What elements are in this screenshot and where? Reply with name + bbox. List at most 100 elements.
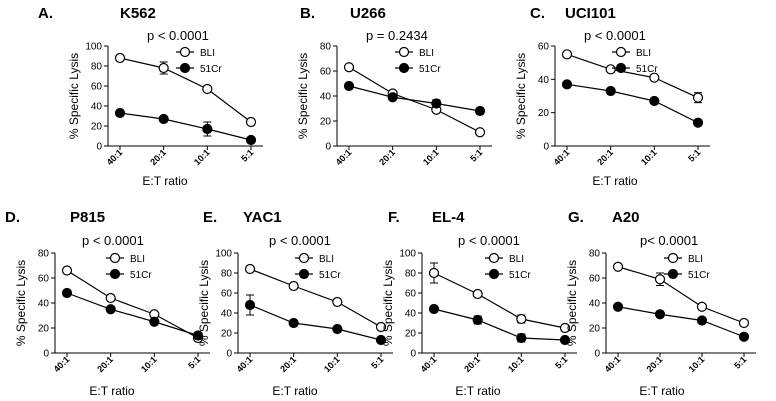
data-point-bli [332,296,343,308]
y-tick-label: 20 [91,122,103,133]
panel-title: K562 [120,5,156,22]
series-line-51cr [433,308,566,341]
legend-label-51cr: 51Cr [688,270,710,281]
x-axis-label: E:T ratio [639,384,684,398]
panel-letter: F. [388,209,400,226]
y-tick-label: 0 [226,349,232,360]
legend-marker-bli [179,46,191,58]
y-tick-label: 40 [320,92,332,103]
data-point-51cr [654,309,666,320]
y-tick-label: 60 [589,274,601,285]
data-point-bli [649,72,660,83]
panel-title: U266 [350,5,386,22]
x-tick-label: 20:1 [148,147,168,167]
data-point-bli [428,267,440,279]
x-axis-label: E:T ratio [142,174,187,188]
y-tick-label: 80 [221,269,233,280]
y-tick-label: 60 [221,289,233,300]
legend-label-51cr: 51Cr [419,64,441,75]
series-line-bli [617,266,745,324]
y-tick-label: 60 [405,289,417,300]
panel-letter: E. [203,209,217,226]
p-value: p < 0.0001 [147,28,209,43]
data-point-51cr [192,330,204,341]
series-line-51cr [566,83,699,124]
x-tick-label: 5:1 [369,354,385,370]
y-tick-label: 0 [43,349,49,360]
data-point-51cr [605,85,616,97]
legend-marker-bli [615,46,627,58]
y-tick-label: 0 [543,142,549,153]
y-tick-label: 20 [221,329,233,340]
x-tick-label: 10:1 [687,354,707,374]
y-tick-label: 100 [215,249,232,260]
legend-marker-51cr [109,268,121,280]
data-point-bli [375,321,387,333]
data-point-51cr [61,287,73,299]
panel-letter: D. [5,209,20,226]
y-tick-label: 40 [38,299,50,310]
data-point-bli [474,127,486,138]
legend-label-bli: BLI [200,48,215,59]
series-line-bli [249,268,382,328]
y-tick-label: 20 [320,117,332,128]
panel-letter: C. [530,5,545,22]
y-tick-label: 0 [594,349,600,360]
p-value: p< 0.0001 [640,233,698,248]
legend-label-bli: BLI [688,254,703,265]
y-tick-label: 40 [538,75,550,86]
y-tick-label: 40 [589,299,601,310]
data-point-bli [105,292,116,304]
chart-panel-k562: A. K562 p < 0.0001 0 20 40 60 80 100 40:1 20:1 10:1… [38,5,263,188]
series-line-51cr [66,292,199,337]
y-tick-label: 40 [91,102,103,113]
data-point-bli [654,274,666,285]
y-tick-label: 0 [96,142,102,153]
y-tick-label: 20 [538,108,550,119]
y-axis-label: % Specific Lysis [14,260,28,346]
data-point-51cr [428,303,440,315]
data-point-bli [244,263,256,275]
x-tick-label: 20:1 [462,354,482,374]
data-point-51cr [332,323,343,335]
y-tick-label: 0 [325,142,331,153]
y-tick-label: 60 [320,67,332,78]
x-tick-label: 20:1 [377,147,397,167]
data-point-51cr [612,301,624,312]
y-tick-label: 60 [538,42,550,53]
data-point-51cr [387,92,398,103]
x-axis-label: E:T ratio [89,384,134,398]
data-point-51cr [561,79,573,90]
legend-marker-bli [109,252,121,264]
data-point-51cr [472,314,483,326]
legend-label-51cr: 51Cr [200,64,222,75]
legend-label-51cr: 51Cr [636,64,658,75]
x-tick-label: 20:1 [645,354,665,374]
legend-marker-51cr [488,268,500,280]
data-point-51cr [114,107,126,119]
x-tick-label: 5:1 [732,354,748,370]
x-tick-label: 40:1 [334,147,354,167]
data-point-51cr [738,331,750,342]
data-point-51cr [649,95,660,107]
legend-label-51cr: 51Cr [319,270,341,281]
x-axis-label: E:T ratio [455,384,500,398]
data-point-51cr [474,105,486,117]
series-line-bli [119,57,252,123]
x-tick-label: 20:1 [95,354,115,374]
chart-panel-u266: B. U266 p = 0.2434 0 20 40 60 80 40:1 20:1 10:1 5:1… [296,5,492,167]
y-tick-label: 80 [405,269,417,280]
legend-marker-bli [298,252,310,264]
y-tick-label: 100 [399,249,416,260]
y-tick-label: 80 [589,249,601,260]
x-tick-label: 40:1 [603,354,623,374]
x-tick-label: 10:1 [192,147,212,167]
data-point-bli [561,49,573,60]
data-point-51cr [516,332,527,344]
y-tick-label: 20 [38,324,50,335]
x-tick-label: 40:1 [105,147,125,167]
x-tick-label: 5:1 [686,147,702,163]
series-line-51cr [617,306,745,338]
panel-title: A20 [612,209,640,226]
